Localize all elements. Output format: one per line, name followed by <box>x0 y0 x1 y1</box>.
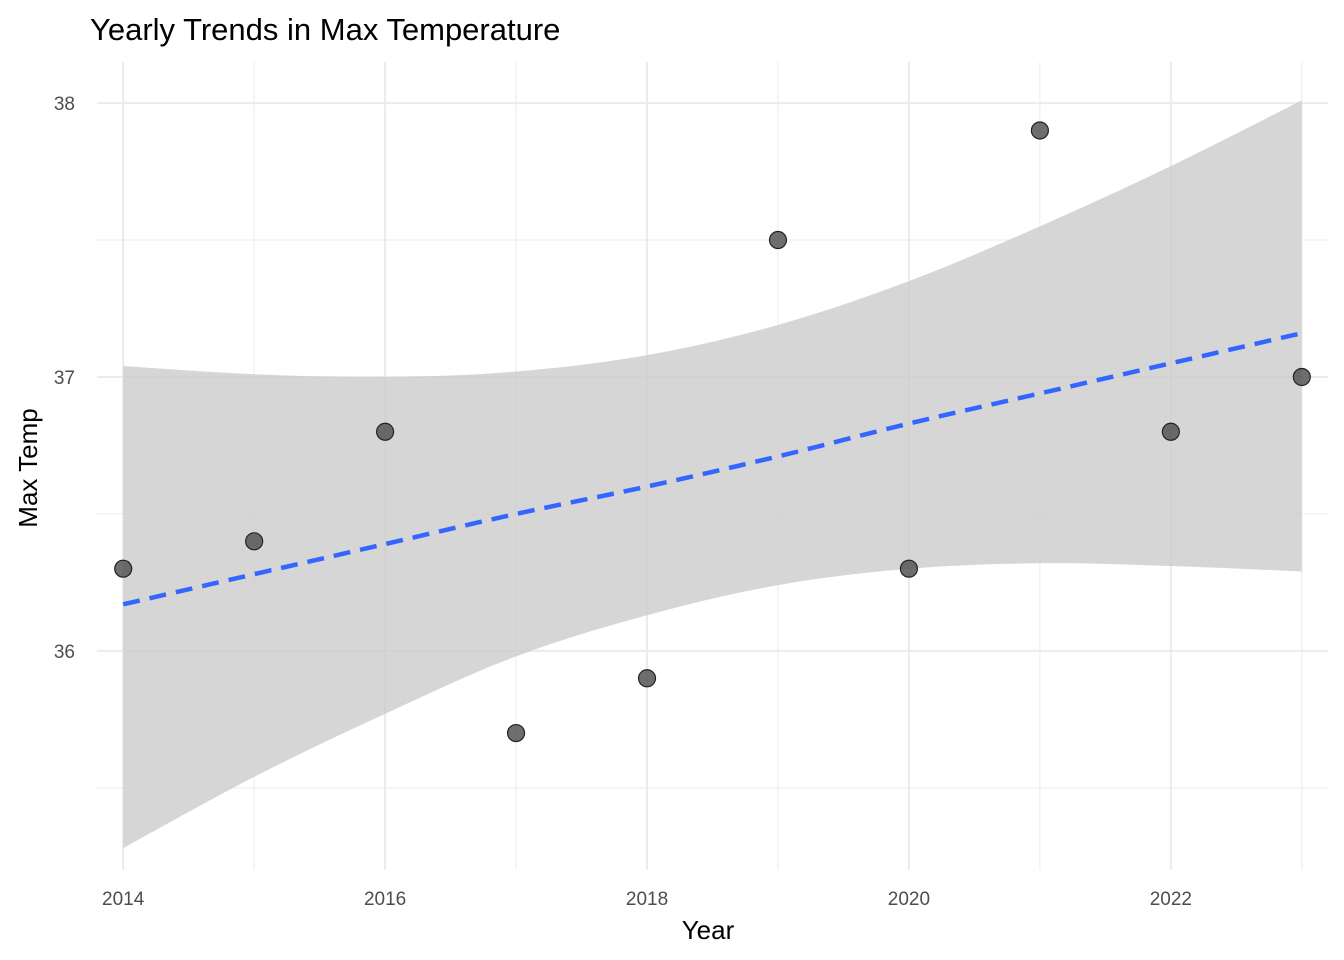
x-tick-label: 2018 <box>626 889 668 910</box>
y-tick-label: 38 <box>54 94 75 115</box>
confidence-band <box>123 100 1302 849</box>
y-tick-label: 36 <box>54 642 75 663</box>
trend-line <box>122 330 1303 607</box>
x-tick-label: 2014 <box>102 889 145 910</box>
chart-title: Yearly Trends in Max Temperature <box>90 12 560 47</box>
data-point <box>768 230 788 250</box>
data-point <box>1030 121 1049 140</box>
data-point <box>245 532 264 551</box>
data-point <box>506 723 526 743</box>
y-tick-label: 37 <box>54 368 75 389</box>
data-point <box>114 559 133 578</box>
x-tick-label: 2022 <box>1150 889 1192 910</box>
data-point <box>376 422 395 441</box>
x-axis-title: Year <box>682 915 735 945</box>
x-tick-label: 2016 <box>364 889 406 910</box>
data-points <box>114 121 1311 743</box>
trend-line-path <box>122 330 1303 607</box>
x-tick-label: 2020 <box>888 889 930 910</box>
data-point <box>1161 422 1180 441</box>
data-point <box>1292 367 1311 387</box>
confidence-band-area <box>123 100 1302 849</box>
data-point <box>637 669 657 688</box>
y-axis-title: Max Temp <box>13 408 43 527</box>
data-point <box>899 559 919 578</box>
y-axis-ticks: 36 37 38 <box>54 94 75 663</box>
x-axis-ticks: 2014 2016 2018 2020 2022 <box>102 889 1192 910</box>
